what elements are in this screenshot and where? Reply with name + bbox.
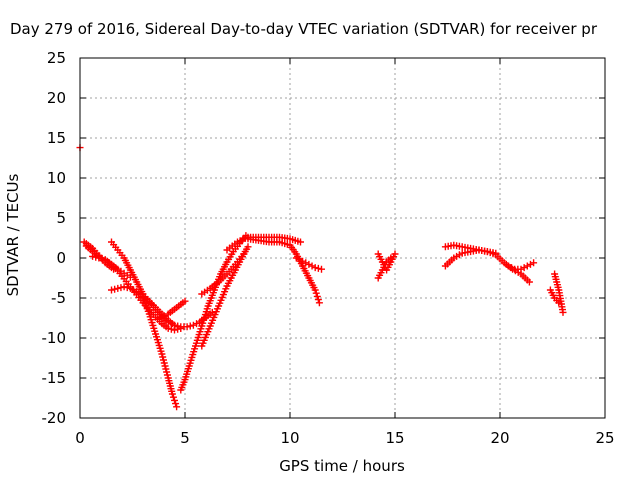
plot-frame <box>79 57 606 419</box>
x-tick-label: 0 <box>75 429 85 447</box>
data-point <box>391 250 399 258</box>
x-tick-label: 15 <box>385 429 404 447</box>
series-arc-19 <box>551 270 567 316</box>
data-point <box>318 265 325 273</box>
y-tick-label: 20 <box>47 89 66 107</box>
data-point <box>126 284 134 292</box>
y-tick-label: 5 <box>56 209 66 227</box>
x-tick-label: 5 <box>180 429 190 447</box>
data-point <box>314 296 322 304</box>
series-arc-6 <box>139 294 181 411</box>
data-point <box>311 286 319 294</box>
data-point <box>530 259 538 267</box>
data-point <box>171 321 178 329</box>
data-point <box>244 243 252 251</box>
y-tick-label: -5 <box>51 289 66 307</box>
data-point <box>311 264 319 272</box>
data-point <box>193 320 201 328</box>
data-point <box>302 259 310 267</box>
data-point <box>504 262 512 270</box>
data-point <box>111 285 119 293</box>
data-point <box>189 321 197 329</box>
data-point <box>525 278 533 286</box>
series-arc-12 <box>244 235 323 307</box>
data-point <box>108 286 115 294</box>
y-tick-label: 10 <box>47 169 66 187</box>
y-tick-label: 25 <box>47 49 66 67</box>
data-point <box>160 312 168 320</box>
data-point <box>308 262 316 270</box>
data-point <box>183 323 191 331</box>
data-point <box>117 284 125 292</box>
chart-title: Day 279 of 2016, Sidereal Day-to-day VTE… <box>10 20 598 38</box>
data-point <box>292 254 300 262</box>
data-point <box>181 297 189 305</box>
data-point <box>174 323 182 331</box>
axis-ticks: 0 5 10 15 20 25 -20 -15 -10 -5 0 5 10 15 20 25 <box>42 49 615 447</box>
series-arc-13 <box>292 254 325 273</box>
series-arc-18 <box>504 259 538 273</box>
data-point <box>517 265 525 273</box>
data-point <box>98 255 106 263</box>
data-point <box>130 286 138 294</box>
data-point <box>314 264 322 272</box>
data-point <box>508 264 516 272</box>
data-point <box>123 284 131 292</box>
data-point <box>313 292 321 300</box>
y-tick-label: 0 <box>56 249 66 267</box>
data-point <box>173 403 181 411</box>
data-point <box>164 324 172 332</box>
data-point <box>387 254 395 262</box>
series-arc-10 <box>198 243 252 298</box>
data-point <box>120 283 128 291</box>
data-point <box>172 400 180 408</box>
x-tick-label: 10 <box>280 429 299 447</box>
data-point <box>555 299 563 307</box>
data-point <box>186 322 194 330</box>
data-point <box>177 324 185 332</box>
y-axis-label: SDTVAR / TECUs <box>4 173 22 296</box>
series-arc-20 <box>546 286 563 307</box>
data-point <box>559 308 567 316</box>
data-point <box>169 393 177 401</box>
series-arc-7 <box>156 297 189 322</box>
series-arc-15 <box>374 254 395 282</box>
y-tick-label: -10 <box>42 329 67 347</box>
x-tick-label: 20 <box>490 429 509 447</box>
data-point <box>520 264 528 272</box>
data-point <box>297 238 304 246</box>
data-point <box>299 257 307 265</box>
data-point <box>315 299 323 307</box>
y-tick-label: -20 <box>42 409 67 427</box>
data-point <box>89 252 97 260</box>
data-point <box>312 289 320 297</box>
x-axis-label: GPS time / hours <box>279 457 405 475</box>
series-arc-17 <box>441 241 533 286</box>
series-arc-9 <box>198 250 248 350</box>
grid-lines <box>80 58 605 418</box>
data-point <box>526 260 534 268</box>
y-tick-label: 15 <box>47 129 66 147</box>
x-tick-label: 25 <box>595 429 614 447</box>
data-point <box>168 390 176 398</box>
data-point <box>295 256 303 264</box>
data-point <box>523 262 531 270</box>
data-point <box>95 254 103 262</box>
data-point <box>171 396 178 404</box>
data-points <box>76 144 567 411</box>
data-point <box>114 284 122 292</box>
y-tick-label: -15 <box>42 369 67 387</box>
data-point <box>305 260 313 268</box>
data-point <box>92 253 100 261</box>
